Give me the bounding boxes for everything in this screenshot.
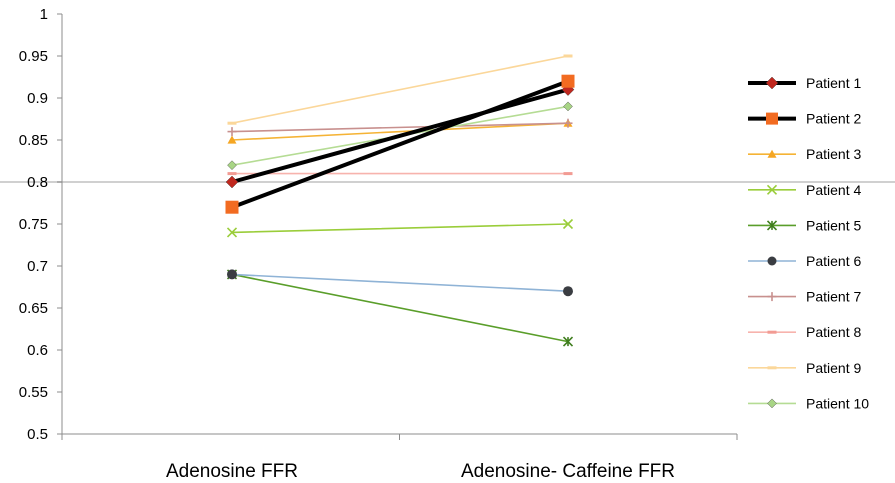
legend-item-patient-8: Patient 8 bbox=[748, 324, 861, 340]
series-line-patient-9 bbox=[231, 55, 569, 124]
axes-layer: 0.5 0.55 0.6 0.65 0.7 0.75 0.8 0.85 0.9 0.95 1 Aden… bbox=[19, 6, 738, 482]
data-point-patient-6 bbox=[563, 286, 573, 297]
series-layer bbox=[225, 54, 575, 347]
legend-label: Patient 10 bbox=[806, 395, 869, 411]
legend-swatch-marker bbox=[766, 112, 778, 125]
x-category-label: Adenosine FFR bbox=[166, 461, 298, 482]
legend-label: Patient 6 bbox=[806, 253, 861, 269]
y-tick-label: 0.6 bbox=[27, 342, 48, 359]
legend-item-patient-4: Patient 4 bbox=[748, 182, 861, 198]
x-category-label: Adenosine- Caffeine FFR bbox=[461, 461, 675, 482]
legend-label: Patient 7 bbox=[806, 289, 861, 305]
legend-swatch-marker bbox=[766, 184, 778, 195]
legend-item-patient-6: Patient 6 bbox=[748, 253, 861, 269]
series-patient-4 bbox=[226, 218, 574, 238]
y-tick-label: 0.95 bbox=[19, 48, 48, 65]
data-point-patient-5 bbox=[562, 336, 574, 347]
legend-label: Patient 9 bbox=[806, 360, 861, 376]
series-line-patient-2 bbox=[230, 79, 570, 210]
legend-item-patient-7: Patient 7 bbox=[748, 289, 861, 305]
data-point-patient-9 bbox=[563, 54, 573, 58]
data-point-patient-6 bbox=[227, 269, 237, 280]
legend-swatch-marker bbox=[765, 76, 779, 90]
series-line-patient-7 bbox=[231, 122, 569, 133]
series-line-patient-6 bbox=[231, 273, 569, 293]
legend-swatch-marker bbox=[766, 220, 778, 231]
series-patient-7 bbox=[227, 118, 573, 137]
legend-label: Patient 3 bbox=[806, 146, 861, 162]
y-tick-label: 0.8 bbox=[27, 174, 48, 191]
data-point-patient-10 bbox=[563, 101, 573, 112]
series-patient-9 bbox=[227, 54, 573, 125]
data-point-patient-10 bbox=[227, 160, 237, 170]
y-tick-label: 0.65 bbox=[19, 300, 48, 317]
data-point-patient-8 bbox=[563, 172, 573, 176]
data-point-patient-2 bbox=[561, 74, 575, 88]
data-point-patient-7 bbox=[563, 118, 573, 128]
legend-label: Patient 2 bbox=[806, 111, 861, 127]
series-patient-6 bbox=[227, 269, 573, 297]
legend-swatch-marker bbox=[767, 398, 777, 409]
series-line-patient-3 bbox=[231, 122, 569, 141]
y-tick-label: 0.75 bbox=[19, 216, 48, 233]
data-point-patient-3 bbox=[227, 135, 237, 144]
y-tick-label: 0.55 bbox=[19, 384, 48, 401]
data-point-patient-4 bbox=[562, 218, 574, 230]
legend-swatch-marker bbox=[767, 149, 777, 158]
legend: Patient 1 Patient 2 Patient 3 Patient 4 Pati… bbox=[748, 75, 869, 411]
legend-label: Patient 4 bbox=[806, 182, 861, 198]
legend-swatch-marker bbox=[767, 292, 777, 302]
legend-swatch-marker bbox=[767, 256, 777, 266]
legend-label: Patient 1 bbox=[806, 75, 861, 91]
legend-item-patient-10: Patient 10 bbox=[748, 395, 869, 411]
series-line-patient-1 bbox=[230, 87, 570, 184]
y-tick-label: 0.7 bbox=[27, 258, 48, 275]
legend-item-patient-1: Patient 1 bbox=[748, 75, 861, 91]
legend-swatch-marker bbox=[767, 330, 777, 334]
y-tick-label: 0.85 bbox=[19, 132, 48, 149]
legend-item-patient-2: Patient 2 bbox=[748, 111, 861, 127]
series-patient-2 bbox=[225, 74, 575, 214]
legend-item-patient-3: Patient 3 bbox=[748, 146, 861, 162]
legend-swatch-marker bbox=[767, 366, 777, 370]
data-point-patient-8 bbox=[227, 172, 237, 176]
legend-item-patient-9: Patient 9 bbox=[748, 360, 861, 376]
data-point-patient-7 bbox=[227, 127, 237, 137]
y-tick-label: 1 bbox=[40, 6, 48, 23]
legend-item-patient-5: Patient 5 bbox=[748, 217, 861, 233]
data-point-patient-9 bbox=[227, 121, 237, 125]
y-tick-label: 0.5 bbox=[27, 426, 48, 443]
series-line-patient-5 bbox=[231, 273, 569, 343]
legend-label: Patient 8 bbox=[806, 324, 861, 340]
data-point-patient-1 bbox=[225, 175, 239, 189]
series-patient-5 bbox=[226, 269, 574, 347]
legend-label: Patient 5 bbox=[806, 217, 861, 233]
data-point-patient-4 bbox=[226, 227, 238, 238]
y-tick-label: 0.9 bbox=[27, 90, 48, 107]
series-patient-8 bbox=[227, 172, 573, 176]
series-line-patient-4 bbox=[231, 223, 569, 234]
data-point-patient-2 bbox=[225, 200, 239, 214]
